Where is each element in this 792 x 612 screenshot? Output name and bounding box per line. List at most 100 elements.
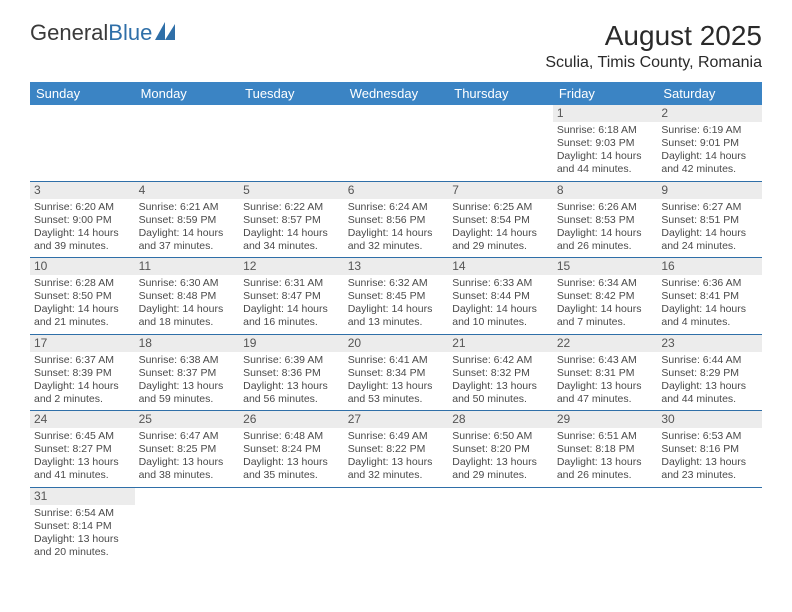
- sunrise-text: Sunrise: 6:25 AM: [452, 201, 549, 214]
- sunrise-text: Sunrise: 6:21 AM: [139, 201, 236, 214]
- sunset-text: Sunset: 8:37 PM: [139, 367, 236, 380]
- day-number: 25: [135, 411, 240, 428]
- sunrise-text: Sunrise: 6:24 AM: [348, 201, 445, 214]
- daylight-text: and 18 minutes.: [139, 316, 236, 329]
- daylight-text: Daylight: 14 hours: [452, 303, 549, 316]
- sunset-text: Sunset: 8:54 PM: [452, 214, 549, 227]
- sunset-text: Sunset: 8:50 PM: [34, 290, 131, 303]
- daylight-text: and 32 minutes.: [348, 469, 445, 482]
- calendar-day: 29Sunrise: 6:51 AMSunset: 8:18 PMDayligh…: [553, 411, 658, 488]
- daylight-text: and 23 minutes.: [661, 469, 758, 482]
- daylight-text: and 20 minutes.: [34, 546, 131, 559]
- daylight-text: and 7 minutes.: [557, 316, 654, 329]
- sunset-text: Sunset: 8:42 PM: [557, 290, 654, 303]
- sunrise-text: Sunrise: 6:48 AM: [243, 430, 340, 443]
- header: GeneralBlue August 2025 Sculia, Timis Co…: [30, 20, 762, 72]
- sunrise-text: Sunrise: 6:44 AM: [661, 354, 758, 367]
- day-number: 26: [239, 411, 344, 428]
- day-number: 15: [553, 258, 658, 275]
- daylight-text: and 42 minutes.: [661, 163, 758, 176]
- sunset-text: Sunset: 8:18 PM: [557, 443, 654, 456]
- daylight-text: Daylight: 14 hours: [139, 303, 236, 316]
- daylight-text: Daylight: 13 hours: [661, 456, 758, 469]
- sunrise-text: Sunrise: 6:49 AM: [348, 430, 445, 443]
- daylight-text: and 29 minutes.: [452, 469, 549, 482]
- sunrise-text: Sunrise: 6:51 AM: [557, 430, 654, 443]
- sunset-text: Sunset: 8:14 PM: [34, 520, 131, 533]
- calendar-empty: [448, 487, 553, 563]
- daylight-text: and 38 minutes.: [139, 469, 236, 482]
- day-number: 30: [657, 411, 762, 428]
- daylight-text: Daylight: 14 hours: [557, 150, 654, 163]
- daylight-text: Daylight: 14 hours: [34, 303, 131, 316]
- calendar-day: 23Sunrise: 6:44 AMSunset: 8:29 PMDayligh…: [657, 334, 762, 411]
- calendar-week: 17Sunrise: 6:37 AMSunset: 8:39 PMDayligh…: [30, 334, 762, 411]
- daylight-text: Daylight: 13 hours: [452, 380, 549, 393]
- day-number: 14: [448, 258, 553, 275]
- sunset-text: Sunset: 8:45 PM: [348, 290, 445, 303]
- sunset-text: Sunset: 8:16 PM: [661, 443, 758, 456]
- day-number: 28: [448, 411, 553, 428]
- daylight-text: Daylight: 13 hours: [243, 380, 340, 393]
- calendar-day: 24Sunrise: 6:45 AMSunset: 8:27 PMDayligh…: [30, 411, 135, 488]
- day-number: 20: [344, 335, 449, 352]
- sunrise-text: Sunrise: 6:41 AM: [348, 354, 445, 367]
- logo-text-1: General: [30, 20, 108, 46]
- sunset-text: Sunset: 8:32 PM: [452, 367, 549, 380]
- sunrise-text: Sunrise: 6:32 AM: [348, 277, 445, 290]
- calendar-day: 14 Sunrise: 6:33 AMSunset: 8:44 PMDayligh…: [448, 258, 553, 335]
- daylight-text: Daylight: 13 hours: [452, 456, 549, 469]
- sunrise-text: Sunrise: 6:38 AM: [139, 354, 236, 367]
- day-number: 5: [239, 182, 344, 199]
- daylight-text: Daylight: 14 hours: [557, 303, 654, 316]
- sunset-text: Sunset: 9:00 PM: [34, 214, 131, 227]
- sunrise-text: Sunrise: 6:19 AM: [661, 124, 758, 137]
- daylight-text: and 10 minutes.: [452, 316, 549, 329]
- day-header: Wednesday: [344, 82, 449, 105]
- day-number: 19: [239, 335, 344, 352]
- sunrise-text: Sunrise: 6:22 AM: [243, 201, 340, 214]
- day-number: 7: [448, 182, 553, 199]
- daylight-text: Daylight: 14 hours: [661, 303, 758, 316]
- day-number: 10: [30, 258, 135, 275]
- title-block: August 2025 Sculia, Timis County, Romani…: [545, 20, 762, 72]
- daylight-text: Daylight: 14 hours: [243, 227, 340, 240]
- calendar-empty: [239, 487, 344, 563]
- calendar-day: 10Sunrise: 6:28 AMSunset: 8:50 PMDayligh…: [30, 258, 135, 335]
- sunset-text: Sunset: 8:57 PM: [243, 214, 340, 227]
- daylight-text: Daylight: 13 hours: [557, 380, 654, 393]
- sunset-text: Sunset: 8:44 PM: [452, 290, 549, 303]
- calendar-empty: [553, 487, 658, 563]
- day-number: 2: [657, 105, 762, 122]
- sunset-text: Sunset: 8:20 PM: [452, 443, 549, 456]
- daylight-text: and 44 minutes.: [557, 163, 654, 176]
- day-number: 3: [30, 182, 135, 199]
- day-number: 17: [30, 335, 135, 352]
- calendar-day: 11Sunrise: 6:30 AMSunset: 8:48 PMDayligh…: [135, 258, 240, 335]
- day-header: Sunday: [30, 82, 135, 105]
- calendar-day: 2Sunrise: 6:19 AMSunset: 9:01 PMDaylight…: [657, 105, 762, 181]
- sunrise-text: Sunrise: 6:33 AM: [452, 277, 549, 290]
- day-number: 29: [553, 411, 658, 428]
- day-number: 4: [135, 182, 240, 199]
- sunset-text: Sunset: 8:29 PM: [661, 367, 758, 380]
- sunrise-text: Sunrise: 6:54 AM: [34, 507, 131, 520]
- daylight-text: and 24 minutes.: [661, 240, 758, 253]
- calendar-day: 9Sunrise: 6:27 AMSunset: 8:51 PMDaylight…: [657, 181, 762, 258]
- sunset-text: Sunset: 8:31 PM: [557, 367, 654, 380]
- calendar-day: 18Sunrise: 6:38 AMSunset: 8:37 PMDayligh…: [135, 334, 240, 411]
- daylight-text: Daylight: 13 hours: [348, 380, 445, 393]
- daylight-text: Daylight: 13 hours: [348, 456, 445, 469]
- calendar-day: 30 Sunrise: 6:53 AMSunset: 8:16 PMDayligh…: [657, 411, 762, 488]
- sunrise-text: Sunrise: 6:53 AM: [661, 430, 758, 443]
- sunset-text: Sunset: 8:56 PM: [348, 214, 445, 227]
- daylight-text: Daylight: 13 hours: [34, 533, 131, 546]
- sunset-text: Sunset: 8:59 PM: [139, 214, 236, 227]
- sunrise-text: Sunrise: 6:50 AM: [452, 430, 549, 443]
- sunrise-text: Sunrise: 6:31 AM: [243, 277, 340, 290]
- logo: GeneralBlue: [30, 20, 177, 46]
- day-header: Thursday: [448, 82, 553, 105]
- sunrise-text: Sunrise: 6:20 AM: [34, 201, 131, 214]
- sunset-text: Sunset: 8:25 PM: [139, 443, 236, 456]
- daylight-text: and 56 minutes.: [243, 393, 340, 406]
